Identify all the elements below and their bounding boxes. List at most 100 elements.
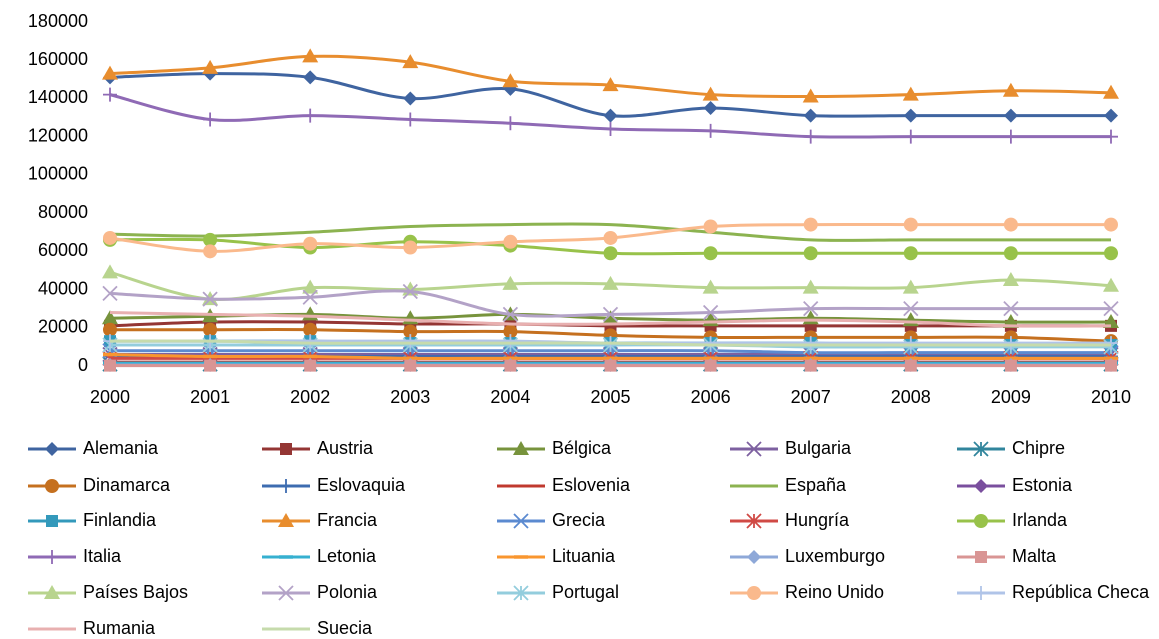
y-tick-label: 0 xyxy=(78,355,88,375)
legend-marker xyxy=(46,515,58,527)
marker xyxy=(403,240,418,255)
marker xyxy=(602,306,619,323)
legend-label: Hungría xyxy=(785,510,850,530)
marker xyxy=(903,217,918,232)
x-tick-label: 2000 xyxy=(90,387,130,407)
marker xyxy=(279,479,293,493)
legend-label: Grecia xyxy=(552,510,606,530)
marker xyxy=(903,336,918,351)
legend-item: Irlanda xyxy=(957,510,1068,530)
legend-marker xyxy=(45,550,59,564)
marker xyxy=(1103,301,1119,317)
marker xyxy=(303,236,318,251)
marker xyxy=(902,279,919,294)
legend-label: Reino Unido xyxy=(785,582,884,602)
legend-item: Francia xyxy=(262,510,378,530)
legend-label: Irlanda xyxy=(1012,510,1068,530)
legend-label: Estonia xyxy=(1012,475,1073,495)
marker xyxy=(102,285,118,302)
marker xyxy=(702,304,719,321)
legend-item: Italia xyxy=(28,546,122,566)
legend-item: Dinamarca xyxy=(28,475,171,495)
y-tick-label: 40000 xyxy=(38,278,88,298)
legend-item: Eslovaquia xyxy=(262,475,406,495)
marker xyxy=(975,551,987,563)
marker xyxy=(303,334,318,349)
marker xyxy=(903,108,918,123)
marker xyxy=(803,129,818,144)
series xyxy=(109,222,1111,242)
series-line xyxy=(109,222,1111,242)
marker xyxy=(903,246,918,261)
legend-item: Luxemburgo xyxy=(730,546,885,566)
marker xyxy=(803,246,818,261)
legend-item: Malta xyxy=(957,546,1057,566)
marker xyxy=(802,88,819,103)
legend-label: República Checa xyxy=(1012,582,1150,602)
marker xyxy=(302,48,319,63)
marker xyxy=(803,108,818,123)
marker xyxy=(602,77,619,92)
x-tick-label: 2007 xyxy=(791,387,831,407)
legend-marker xyxy=(973,441,989,457)
legend-label: Rumania xyxy=(83,618,156,638)
marker xyxy=(603,246,618,261)
x-tick-label: 2006 xyxy=(691,387,731,407)
marker xyxy=(513,441,529,455)
legend-marker xyxy=(746,441,762,457)
legend-label: Dinamarca xyxy=(83,475,171,495)
marker xyxy=(278,513,294,527)
marker xyxy=(45,479,59,493)
marker xyxy=(746,513,762,529)
marker xyxy=(602,310,619,325)
marker xyxy=(703,246,718,261)
marker xyxy=(603,230,618,245)
legend-item: Bulgaria xyxy=(730,438,852,458)
marker xyxy=(503,234,518,249)
legend-item: Estonia xyxy=(957,475,1073,495)
marker xyxy=(203,232,218,247)
marker xyxy=(904,359,917,372)
legend-marker xyxy=(513,441,529,455)
marker xyxy=(1003,129,1018,144)
legend-item: Grecia xyxy=(497,510,606,530)
marker xyxy=(403,334,418,349)
series-line xyxy=(109,339,1111,347)
legend-label: Lituania xyxy=(552,546,616,566)
legend-item: Hungría xyxy=(730,510,850,530)
marker xyxy=(1103,84,1119,99)
marker xyxy=(1003,246,1018,261)
legend-item: Eslovenia xyxy=(497,475,631,495)
y-tick-label: 100000 xyxy=(28,164,88,184)
marker xyxy=(45,550,59,564)
legend-marker xyxy=(513,585,529,601)
marker xyxy=(46,515,58,527)
legend-marker xyxy=(513,513,529,529)
legend-item: Reino Unido xyxy=(730,582,884,602)
series xyxy=(102,48,1119,103)
marker xyxy=(404,359,417,372)
marker xyxy=(1105,359,1117,372)
legend-item: Alemania xyxy=(28,438,159,458)
marker xyxy=(104,359,116,372)
legend-marker xyxy=(44,585,60,599)
x-tick-label: 2009 xyxy=(991,387,1031,407)
marker xyxy=(303,322,318,337)
marker xyxy=(103,230,117,245)
marker xyxy=(502,73,519,88)
legend-marker xyxy=(278,585,294,601)
marker xyxy=(278,585,294,601)
series xyxy=(104,359,1117,372)
marker xyxy=(1104,129,1118,144)
marker xyxy=(1104,336,1118,351)
marker xyxy=(746,441,762,457)
legend-item: Austria xyxy=(262,438,374,458)
marker xyxy=(974,479,988,493)
y-tick-label: 80000 xyxy=(38,202,88,222)
legend-label: Austria xyxy=(317,438,374,458)
legend-label: Eslovenia xyxy=(552,475,631,495)
legend-label: Letonia xyxy=(317,546,377,566)
marker xyxy=(402,54,419,69)
y-tick-label: 140000 xyxy=(28,87,88,107)
